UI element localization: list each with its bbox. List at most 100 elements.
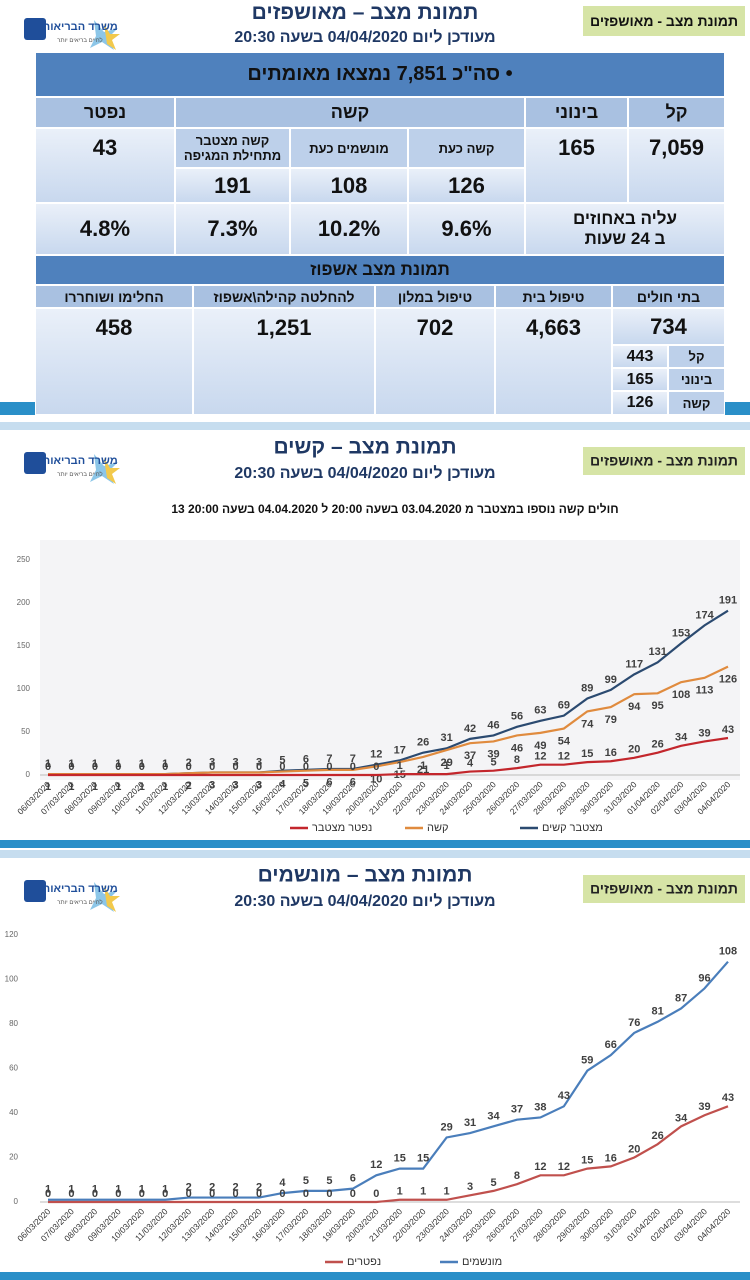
- data-label: 6: [350, 1173, 356, 1185]
- data-label: 2: [186, 780, 192, 792]
- logo-icon: [90, 20, 118, 50]
- y-tick-label: 0: [14, 1197, 19, 1206]
- header: טיפול בית: [495, 285, 612, 308]
- data-label: 96: [698, 972, 710, 984]
- breakdown-value: 126: [612, 391, 668, 415]
- data-label: 66: [605, 1039, 617, 1051]
- data-label: 37: [464, 750, 476, 762]
- logo-icon: [24, 18, 46, 40]
- data-label: 0: [350, 761, 356, 773]
- title: תמונת מצב – מאושפזים: [251, 1, 479, 24]
- badge: תמונת מצב - מאושפזים: [590, 453, 738, 469]
- legend-label: נפטרים: [347, 1256, 381, 1268]
- annotation: חולים קשה נוספו במצטבר מ 03.04.2020 בשעה…: [171, 502, 618, 516]
- data-label: 1: [45, 781, 51, 793]
- data-label: 81: [652, 1006, 664, 1018]
- data-label: 16: [605, 747, 617, 759]
- data-label: 108: [672, 689, 690, 701]
- y-tick-label: 0: [26, 770, 31, 779]
- panel-divider: [0, 840, 750, 848]
- data-label: 59: [581, 1055, 593, 1067]
- data-label: 1: [115, 1184, 121, 1196]
- data-label: 46: [511, 742, 523, 754]
- data-label: 5: [279, 755, 285, 767]
- data-label: 2: [256, 1181, 262, 1193]
- data-label: 0: [115, 1188, 121, 1200]
- data-label: 29: [440, 757, 452, 769]
- logo-icon: [104, 458, 120, 484]
- breakdown-label: בינוני: [668, 368, 725, 391]
- data-label: 15: [394, 1153, 406, 1165]
- chart-title: תמונת מצב – מונשמים: [258, 864, 473, 887]
- data-label: 26: [652, 1130, 664, 1142]
- data-label: 39: [698, 727, 710, 739]
- series-line: [48, 1105, 729, 1204]
- data-label: 1: [444, 1186, 450, 1198]
- data-label: 0: [162, 1188, 168, 1200]
- data-label: 69: [558, 700, 570, 712]
- y-tick-label: 80: [9, 1019, 18, 1028]
- change-value: 10.2%: [290, 203, 408, 255]
- header: נפטר: [35, 97, 175, 128]
- data-label: 3: [209, 756, 215, 768]
- data-label: 34: [675, 732, 688, 744]
- panel-divider: [0, 422, 750, 430]
- data-label: 0: [162, 761, 168, 773]
- data-label: 0: [233, 761, 239, 773]
- data-label: 76: [628, 1017, 640, 1029]
- logo-name: משרד הבריאות: [42, 21, 117, 33]
- data-label: 26: [652, 739, 664, 751]
- y-tick-label: 40: [9, 1108, 18, 1117]
- header: בתי חולים: [612, 285, 725, 308]
- y-tick-label: 20: [9, 1153, 18, 1162]
- data-label: 113: [696, 685, 714, 697]
- change-label: עליה באחוזים ב 24 שעות: [525, 203, 725, 255]
- data-label: 2: [209, 1181, 215, 1193]
- data-label: 89: [581, 682, 593, 694]
- data-label: 16: [605, 1152, 617, 1164]
- header: קל: [628, 97, 725, 128]
- value: 1,251: [193, 308, 375, 415]
- data-label: 126: [719, 674, 737, 686]
- data-label: 1: [162, 781, 168, 793]
- breakdown-label: קל: [668, 345, 725, 368]
- logo-icon: [24, 880, 46, 902]
- data-label: 4: [467, 757, 474, 769]
- data-label: 1: [420, 1186, 426, 1198]
- data-label: 108: [719, 946, 737, 958]
- value: 702: [375, 308, 495, 415]
- data-label: 15: [581, 748, 593, 760]
- badge-bg: [583, 875, 745, 903]
- legend-label: נפטר מצטבר: [312, 822, 372, 834]
- value: 458: [35, 308, 193, 415]
- data-label: 99: [605, 674, 617, 686]
- legend-label: מונשמים: [462, 1256, 502, 1268]
- data-label: 39: [487, 748, 499, 760]
- data-label: 1: [139, 758, 145, 770]
- data-label: 0: [209, 1188, 215, 1200]
- data-label: 43: [722, 1092, 734, 1104]
- value: 734: [612, 308, 725, 345]
- legend-label: מצטבר קשים: [542, 822, 603, 834]
- data-label: 0: [303, 1188, 309, 1200]
- data-label: 0: [45, 1188, 51, 1200]
- data-label: 1: [115, 758, 121, 770]
- data-label: 7: [350, 753, 356, 765]
- data-label: 0: [350, 1188, 356, 1200]
- data-label: 20: [628, 744, 640, 756]
- data-label: 12: [370, 749, 382, 761]
- data-label: 0: [92, 1188, 98, 1200]
- data-label: 1: [139, 781, 145, 793]
- data-label: 2: [186, 1181, 192, 1193]
- data-label: 0: [209, 761, 215, 773]
- data-label: 0: [139, 1188, 145, 1200]
- y-tick-label: 100: [17, 684, 31, 693]
- breakdown-value: 165: [612, 368, 668, 391]
- data-label: 12: [370, 1159, 382, 1171]
- data-label: 3: [256, 779, 262, 791]
- data-label: 87: [675, 992, 687, 1004]
- data-label: 5: [490, 1177, 496, 1189]
- data-label: 0: [373, 1188, 379, 1200]
- data-label: 8: [514, 1170, 520, 1182]
- badge: תמונת מצב - מאושפזים: [583, 6, 745, 36]
